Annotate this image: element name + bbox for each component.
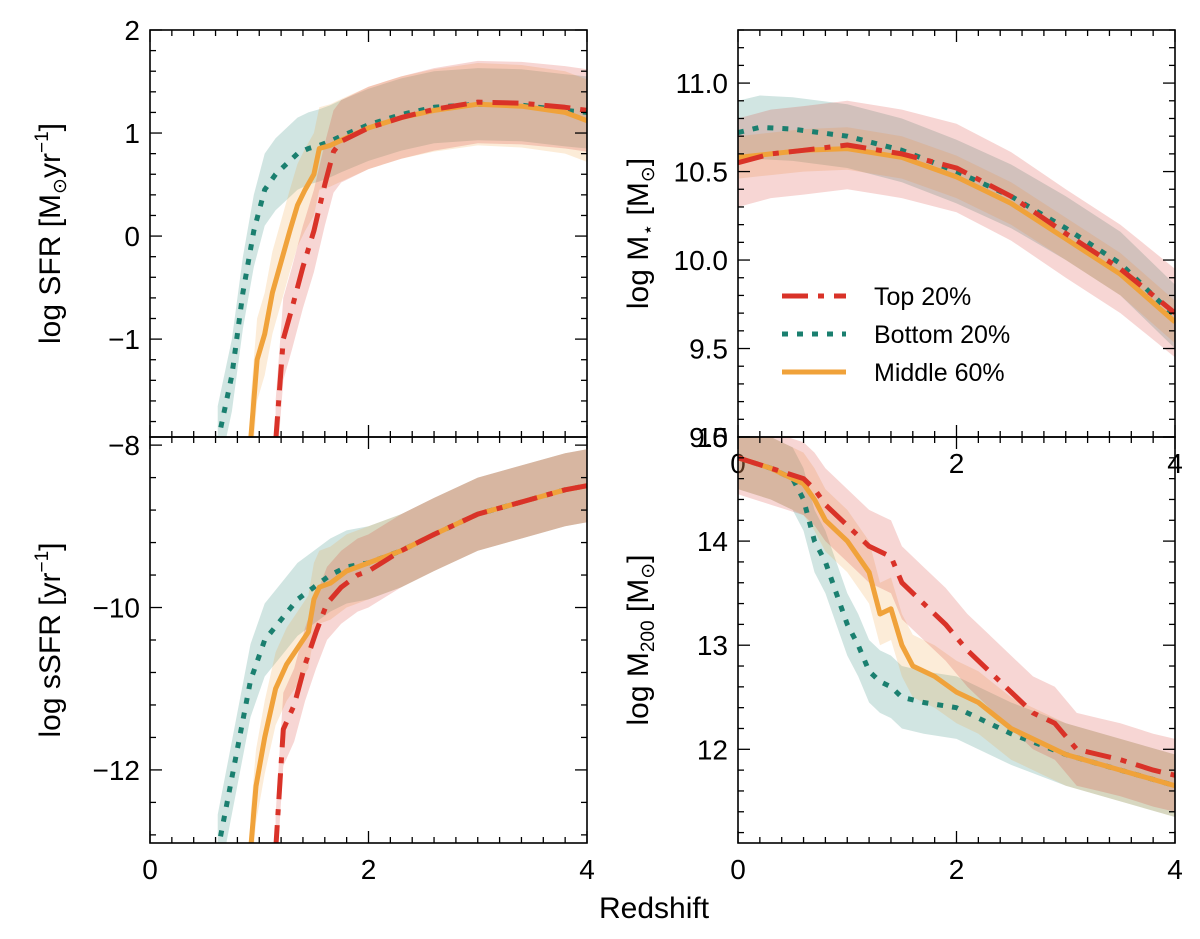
mstar-line-middle [738,146,1175,324]
m200-xtick-label: 0 [730,854,746,885]
ssfr-ytick-label: −12 [93,755,141,786]
mstar-ytick-label: 11.0 [676,68,728,99]
ssfr-band-bottom [217,449,587,843]
sfr-band-top [275,60,587,437]
m200-ytick-label: 14 [697,526,728,557]
panel-m200: 0 2 4 12 13 14 15 log M200 [M⊙] [622,422,1183,885]
sfr-ytick-label: 2 [124,15,140,46]
mstar-line-top [738,142,1175,316]
mstar-ytick-label: 9.5 [689,334,728,365]
m200-band-middle [738,437,1175,817]
sfr-line-bottom [216,101,587,437]
ssfr-ytick-label: −8 [108,430,140,461]
m200-line-bottom [738,455,1175,789]
ssfr-band-top [275,449,587,843]
ssfr-y-axis-label: log sSFR [yr−1] [32,542,67,737]
m200-line-middle [738,455,1175,789]
legend-label-middle: Middle 60% [874,359,1005,387]
ssfr-xtick-label: 4 [579,854,595,885]
sfr-band-bottom [217,68,587,437]
sfr-ytick-label: 1 [124,118,140,149]
legend-label-top: Top 20% [874,283,971,311]
x-axis-label: Redshift [599,892,710,925]
mstar-band-top [738,100,1175,358]
sfr-y-axis-label: log SFR [M⊙yr−1] [32,123,71,344]
panel-ssfr: 0 2 4 −12 −10 −8 log sSFR [yr−1] [32,430,595,885]
m200-line-top [738,455,1175,778]
sfr-band-middle [250,63,587,437]
m200-plot-area [738,437,1175,817]
ssfr-ytick-label: −10 [93,593,141,624]
m200-y-axis-label: log M200 [M⊙] [622,555,659,726]
mstar-y-axis-label: log M⋆ [M⊙] [622,158,659,309]
mstar-plot-area [738,95,1175,358]
ssfr-xtick-label: 0 [142,854,158,885]
m200-ytick-label: 13 [697,630,728,661]
ssfr-band-middle [250,449,587,843]
m200-xtick-label: 4 [1167,854,1183,885]
mstar-ytick-label: 9.0 [689,422,728,453]
m200-ytick-label: 12 [697,734,728,765]
ssfr-xtick-label: 2 [361,854,377,885]
ssfr-plot-area [216,449,587,843]
legend: Top 20% Bottom 20% Middle 60% [782,283,1010,387]
m200-ytick-label: 15 [697,422,728,453]
sfr-ytick-label: −1 [108,324,140,355]
m200-band-top [738,437,1175,812]
ssfr-line-top [273,483,587,843]
sfr-plot-area [216,60,587,437]
m200-xtick-label: 2 [949,854,965,885]
sfr-ytick-label: 0 [124,221,140,252]
sfr-line-top [273,99,587,437]
mstar-ytick-label: 10.5 [674,157,729,188]
mstar-band-bottom [738,95,1175,349]
panel-sfr: −1 0 1 2 log SFR [M⊙yr−1] [32,15,588,438]
legend-label-bottom: Bottom 20% [874,321,1010,349]
mstar-ytick-label: 10.0 [674,245,729,276]
mstar-xtick-label: 2 [949,448,965,479]
